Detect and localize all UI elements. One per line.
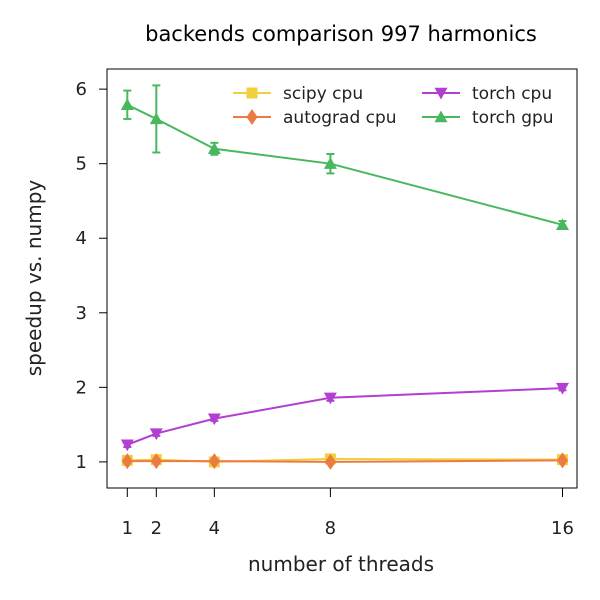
data-point [555, 382, 569, 395]
data-point [324, 453, 336, 470]
data-point [150, 453, 162, 470]
chart-title: backends comparison 997 harmonics [145, 22, 537, 46]
y-axis-label: speedup vs. numpy [22, 180, 46, 377]
y-tick-label: 5 [76, 154, 87, 175]
y-tick-label: 3 [76, 303, 87, 324]
legend-swatch-marker [246, 87, 258, 99]
legend-item: autograd cpu [233, 108, 397, 128]
x-axis: 1 2 4 8 16 [122, 488, 574, 539]
data-point [120, 98, 134, 110]
y-tick-label: 4 [76, 228, 87, 249]
legend-swatch-marker [434, 87, 448, 100]
data-point [207, 142, 221, 154]
data-point [207, 413, 221, 426]
data-point [555, 218, 569, 231]
y-axis: 1 2 3 4 5 6 [76, 79, 107, 473]
y-tick-label: 6 [76, 79, 87, 100]
series-layer [120, 84, 569, 470]
series-autograd-cpu [121, 452, 568, 470]
data-point [556, 452, 568, 469]
legend-item: scipy cpu [233, 84, 363, 104]
legend: scipy cpu autograd cpu torch cpu torch gpu [233, 84, 554, 128]
series-line [127, 459, 563, 463]
series-torch-cpu [120, 382, 569, 452]
legend-label: autograd cpu [283, 108, 397, 128]
x-tick-label: 4 [209, 518, 220, 539]
legend-label: scipy cpu [283, 84, 363, 104]
x-tick-label: 16 [551, 518, 574, 539]
series-torch-gpu [120, 84, 569, 231]
x-axis-label: number of threads [248, 552, 434, 576]
plot-area-frame [106, 68, 578, 489]
legend-swatch-marker [246, 109, 258, 125]
data-point [121, 453, 133, 470]
y-tick-label: 2 [76, 377, 87, 398]
data-point [208, 453, 220, 470]
legend-item: torch gpu [422, 108, 554, 128]
data-point [323, 157, 337, 169]
data-point [149, 112, 163, 125]
x-tick-label: 1 [122, 518, 133, 539]
data-point [120, 439, 134, 452]
data-point [149, 428, 163, 441]
legend-label: torch cpu [472, 84, 552, 104]
x-tick-label: 2 [151, 518, 162, 539]
x-tick-label: 8 [325, 518, 336, 539]
series-line [126, 387, 563, 446]
y-tick-label: 1 [76, 452, 87, 473]
legend-item: torch cpu [422, 84, 552, 104]
legend-label: torch gpu [472, 108, 554, 128]
data-point [323, 392, 337, 405]
legend-swatch-marker [434, 110, 448, 123]
